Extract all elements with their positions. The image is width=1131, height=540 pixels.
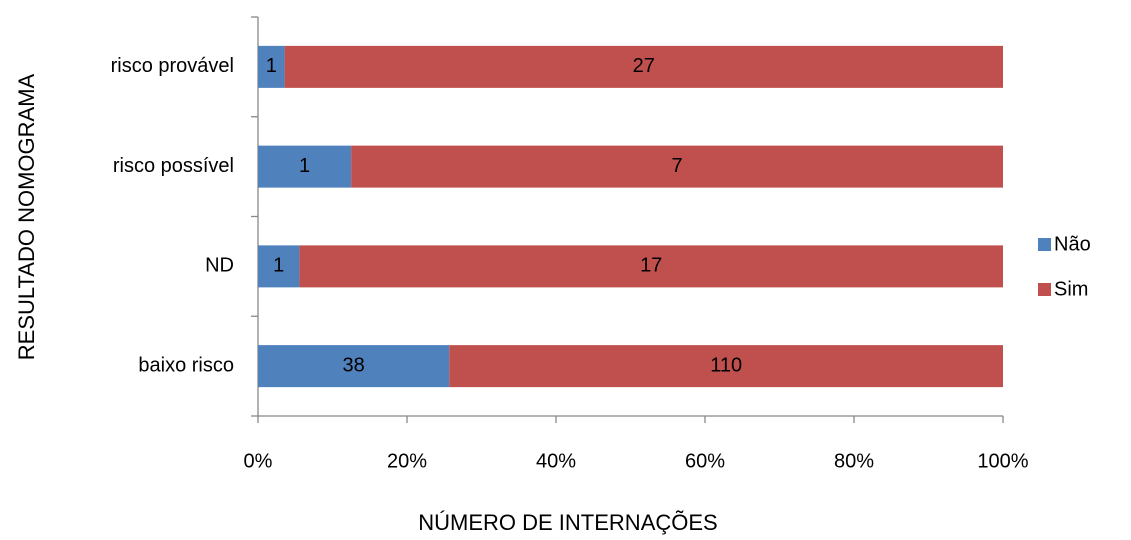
data-label: 1 <box>266 55 277 77</box>
x-tick-label: 80% <box>834 450 874 472</box>
data-label: 7 <box>672 155 683 177</box>
bar <box>258 245 300 288</box>
legend-label: Sim <box>1054 278 1088 300</box>
x-tick-label: 40% <box>536 450 576 472</box>
y-tick-label: ND <box>205 255 234 277</box>
data-label: 1 <box>273 255 284 277</box>
data-label: 27 <box>633 55 655 77</box>
legend-swatch <box>1038 238 1051 251</box>
x-tick-label: 60% <box>685 450 725 472</box>
data-label: 38 <box>343 354 365 376</box>
y-tick-label: baixo risco <box>138 354 234 376</box>
x-tick-label: 20% <box>387 450 427 472</box>
x-axis-title: NÚMERO DE INTERNAÇÕES <box>418 510 717 535</box>
y-tick-label: risco possível <box>113 155 234 177</box>
legend-swatch <box>1038 283 1051 296</box>
bar <box>449 345 1003 388</box>
bar <box>258 145 352 188</box>
data-label: 17 <box>640 255 662 277</box>
legend-label: Não <box>1054 233 1091 255</box>
data-label: 1 <box>299 155 310 177</box>
data-label: 110 <box>710 354 742 376</box>
bar <box>351 145 1003 188</box>
y-axis-title: RESULTADO NOMOGRAMA <box>14 73 39 360</box>
bar <box>284 45 1003 88</box>
bar <box>299 245 1003 288</box>
bar <box>258 45 285 88</box>
y-tick-label: risco provável <box>111 55 234 77</box>
x-tick-label: 100% <box>977 450 1028 472</box>
bar <box>258 345 450 388</box>
x-tick-label: 0% <box>244 450 273 472</box>
